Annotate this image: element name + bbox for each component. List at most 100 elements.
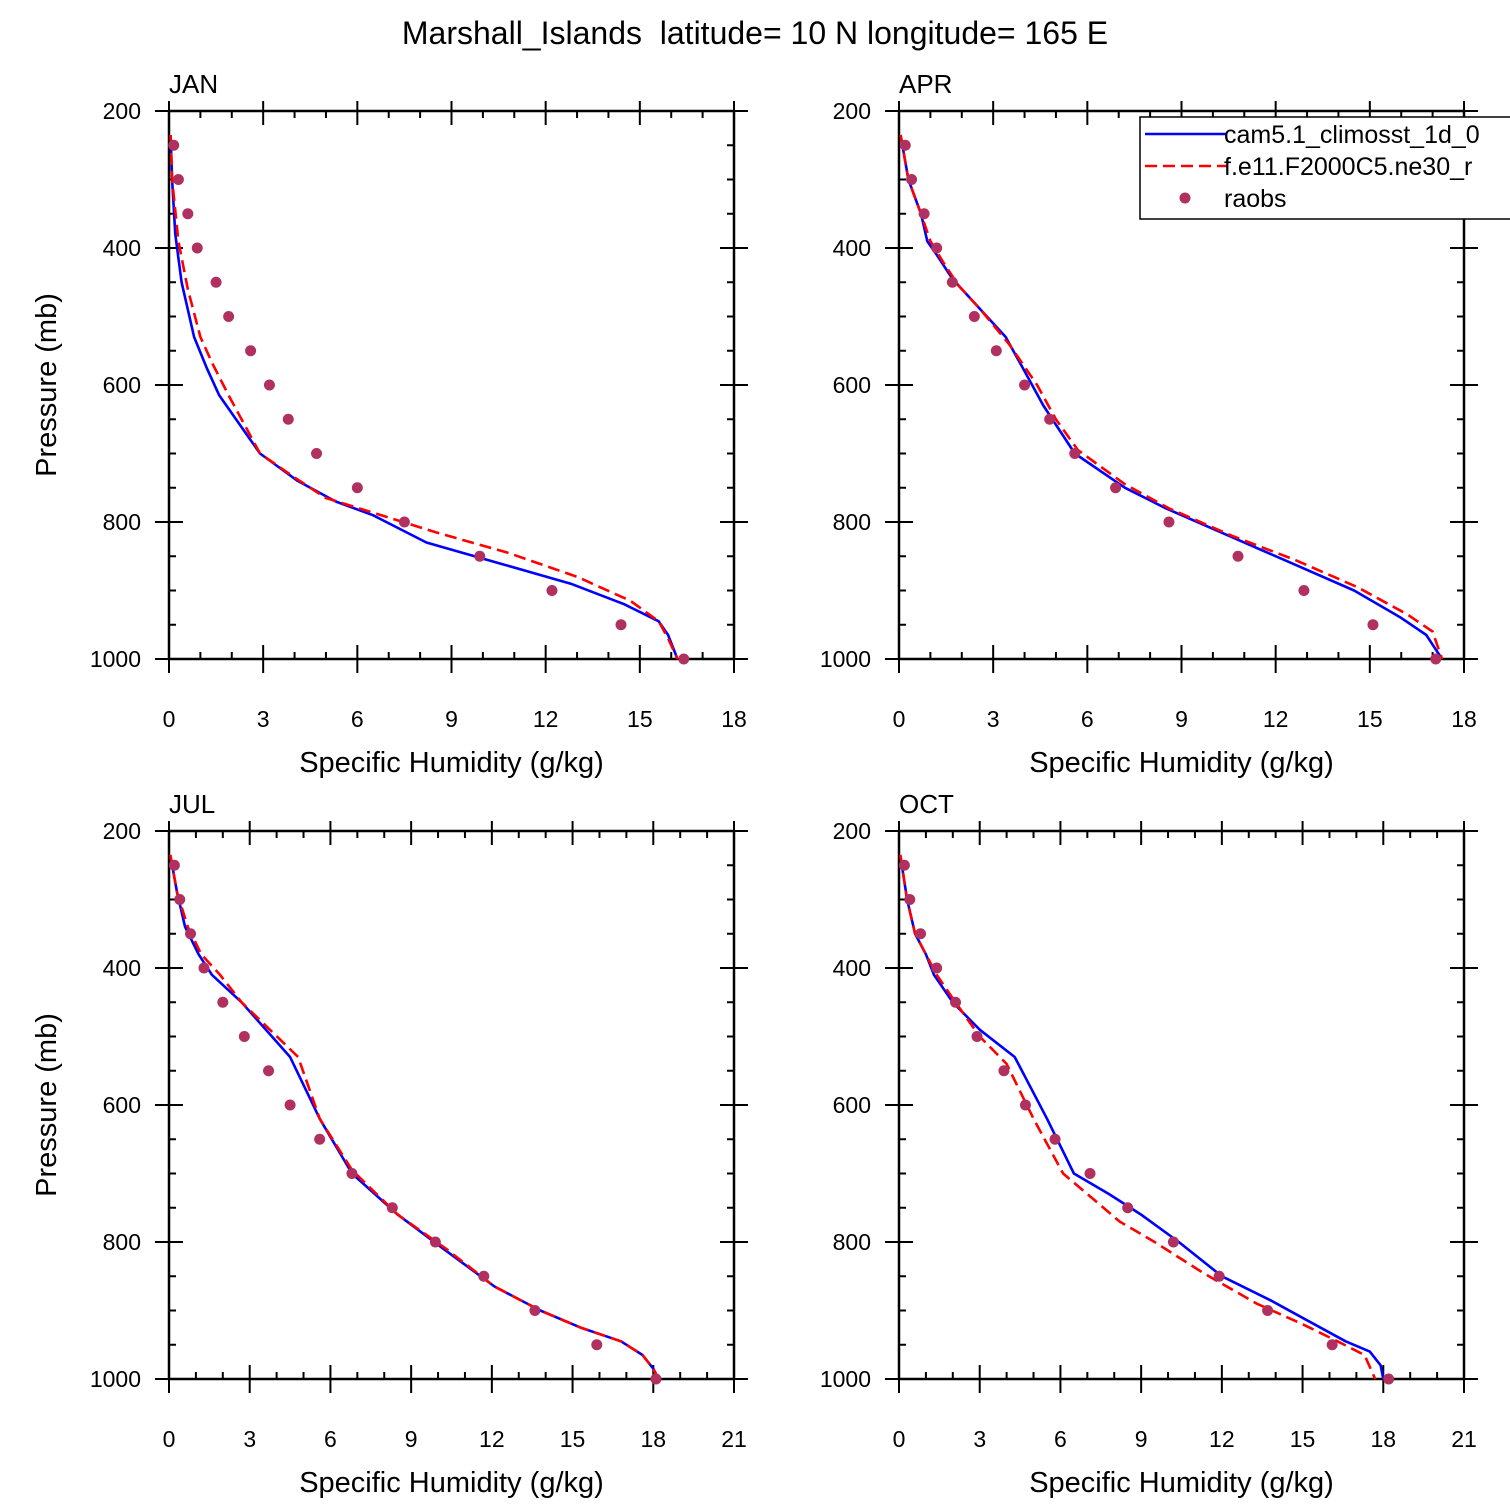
- x-tick-label: 3: [973, 1426, 986, 1452]
- x-tick-label: 18: [721, 706, 747, 732]
- cam-series-line: [169, 134, 679, 660]
- raobs-point: [1049, 1133, 1061, 1145]
- raobs-point: [906, 174, 918, 185]
- x-tick-label: 0: [893, 706, 906, 732]
- cam-series-line: [899, 134, 1444, 660]
- y-tick-label: 400: [103, 235, 141, 261]
- x-tick-label: 9: [405, 1426, 418, 1452]
- y-tick-label: 600: [103, 1092, 141, 1118]
- raobs-point: [238, 1031, 250, 1042]
- x-tick-label: 12: [1263, 706, 1289, 732]
- panel-title: OCT: [899, 789, 954, 819]
- raobs-point: [198, 962, 210, 974]
- y-tick-label: 200: [833, 98, 871, 124]
- raobs-point: [529, 1305, 541, 1316]
- raobs-point: [263, 1065, 275, 1077]
- panel-jul: JUL 0 3 6 9 12 15 18 21 200 400 600 800 1000 Specific …: [31, 789, 748, 1499]
- y-tick-label: 600: [833, 372, 871, 398]
- legend-label: f.e11.F2000C5.ne30_r: [1224, 153, 1472, 181]
- raobs-point: [1019, 1099, 1031, 1111]
- raobs-point: [284, 1099, 296, 1111]
- y-tick-label: 1000: [820, 1366, 871, 1392]
- panels: JAN 0 3 6 9 12 15 18 200 400 600 800 1000 Specific Hu…: [31, 69, 1478, 1499]
- raobs-point: [210, 276, 222, 288]
- x-tick-label: 15: [1357, 706, 1383, 732]
- raobs-point: [245, 345, 257, 357]
- x-axis-label: Specific Humidity (g/kg): [299, 1467, 604, 1499]
- raobs-point: [474, 550, 486, 562]
- raobs-point: [311, 448, 323, 459]
- y-tick-label: 1000: [90, 646, 141, 672]
- x-tick-label: 0: [893, 1426, 906, 1452]
- panel-title: APR: [899, 69, 952, 99]
- raobs-point: [898, 859, 910, 871]
- legend-raobs-marker: [1179, 192, 1191, 204]
- raobs-point: [971, 1031, 983, 1042]
- raobs-point: [1326, 1339, 1338, 1351]
- panel-oct: OCT 0 3 6 9 12 15 18 21 200 400 600 800 1000 Specific …: [820, 789, 1478, 1499]
- plot-frame: [167, 829, 736, 1381]
- raobs-point: [1430, 653, 1442, 665]
- y-tick-label: 600: [103, 372, 141, 398]
- x-tick-label: 6: [351, 706, 364, 732]
- y-tick-label: 800: [833, 1229, 871, 1255]
- figure-title: Marshall_Islands latitude= 10 N longitud…: [402, 15, 1108, 51]
- raobs-point: [990, 345, 1002, 357]
- raobs-point: [182, 208, 194, 220]
- raobs-point: [546, 585, 558, 596]
- raobs-point: [1232, 550, 1244, 562]
- x-tick-label: 18: [1370, 1426, 1396, 1452]
- raobs-point: [185, 928, 197, 940]
- y-tick-label: 400: [833, 955, 871, 981]
- cam-series-line: [899, 854, 1385, 1380]
- x-tick-label: 3: [257, 706, 270, 732]
- raobs-point: [950, 996, 961, 1008]
- y-tick-label: 600: [833, 1092, 871, 1118]
- raobs-point: [968, 311, 980, 322]
- x-tick-label: 9: [445, 706, 458, 732]
- x-tick-label: 12: [1209, 1426, 1235, 1452]
- fe11-series-line: [899, 134, 1444, 660]
- raobs-point: [478, 1270, 490, 1282]
- raobs-point: [1110, 482, 1122, 494]
- x-tick-label: 12: [533, 706, 559, 732]
- raobs-point: [915, 928, 927, 940]
- raobs-point: [168, 139, 180, 151]
- x-axis-label: Specific Humidity (g/kg): [299, 747, 604, 779]
- x-tick-label: 15: [560, 1426, 586, 1452]
- y-tick-label: 800: [103, 1229, 141, 1255]
- raobs-point: [615, 619, 627, 631]
- y-axis-label: Pressure (mb): [31, 293, 63, 477]
- x-tick-label: 6: [1054, 1426, 1067, 1452]
- raobs-point: [1019, 379, 1031, 391]
- raobs-point: [1167, 1236, 1179, 1248]
- y-tick-label: 800: [833, 509, 871, 535]
- raobs-point: [346, 1168, 358, 1179]
- plot-frame: [167, 109, 736, 661]
- x-tick-label: 21: [1451, 1426, 1477, 1452]
- y-tick-label: 400: [833, 235, 871, 261]
- raobs-point: [429, 1236, 441, 1248]
- raobs-point: [168, 859, 180, 871]
- y-tick-label: 1000: [820, 646, 871, 672]
- y-tick-label: 200: [103, 98, 141, 124]
- raobs-point: [217, 996, 229, 1008]
- panel-title: JAN: [169, 69, 218, 99]
- y-tick-label: 1000: [90, 1366, 141, 1392]
- x-tick-label: 12: [479, 1426, 505, 1452]
- raobs-point: [678, 653, 690, 665]
- y-tick-label: 400: [103, 955, 141, 981]
- legend-label: raobs: [1224, 185, 1287, 213]
- raobs-point: [1383, 1373, 1395, 1385]
- raobs-point: [931, 242, 943, 254]
- x-tick-label: 9: [1175, 706, 1188, 732]
- raobs-point: [1044, 413, 1056, 425]
- x-tick-label: 18: [1451, 706, 1477, 732]
- y-tick-label: 200: [103, 818, 141, 844]
- raobs-point: [1122, 1202, 1134, 1214]
- raobs-point: [650, 1373, 662, 1385]
- raobs-point: [1262, 1305, 1274, 1316]
- x-tick-label: 9: [1135, 1426, 1148, 1452]
- raobs-point: [282, 413, 294, 425]
